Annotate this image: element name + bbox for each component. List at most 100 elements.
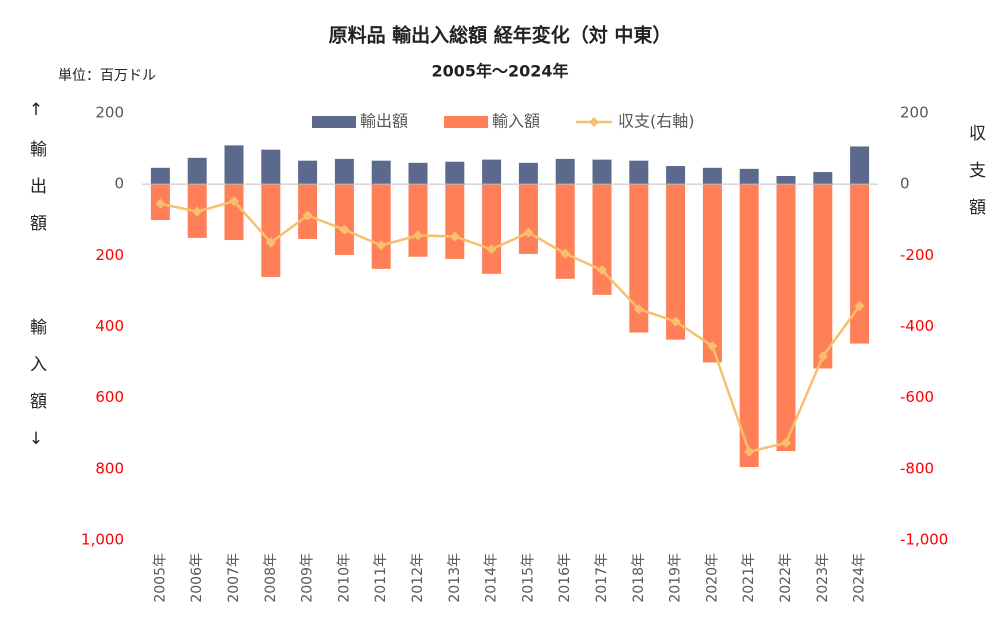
bar [518,162,538,185]
bar [739,168,759,185]
balance-marker [155,198,166,209]
legend-swatch [312,116,356,128]
bar [555,184,575,279]
balance-line [160,199,861,454]
balance-marker [560,248,571,259]
bar [224,184,244,241]
x-tick-label: 2020年 [704,553,720,603]
bar [702,184,722,363]
x-tick-label: 2010年 [336,553,352,603]
legend-label: 収支(右軸) [618,112,695,131]
chart-title: 原料品 輸出入総額 経年変化（対 中東） [329,24,672,47]
balance-marker [744,446,755,457]
bar [629,160,649,185]
y2-tick-label: 200 [900,104,929,122]
x-tick-label: 2005年 [152,553,168,603]
x-tick-label: 2018年 [631,553,647,603]
bar [298,160,318,185]
x-tick-label: 2022年 [778,553,794,603]
bar [445,161,465,185]
y2-axis-title: 収支額 [965,124,985,235]
balance-marker [707,341,718,352]
bar [482,159,502,185]
y-tick-label: 200 [95,246,124,264]
balance-marker [339,224,350,235]
bar [850,184,870,344]
chart-subtitle: 2005年～2024年 [431,62,568,81]
balance-marker [229,196,239,207]
balance-marker [523,227,534,238]
bar [187,157,207,185]
legend-label: 輸出額 [360,112,408,131]
bar [629,184,649,333]
y-tick-label: 400 [95,317,124,335]
x-tick-label: 2008年 [263,553,279,603]
legend-swatch [444,116,488,128]
bar [592,159,612,185]
bar [408,162,428,185]
x-tick-label: 2007年 [226,553,242,603]
bar [666,166,686,185]
x-tick-label: 2017年 [594,553,610,603]
balance-marker [413,230,423,241]
balance-marker [302,210,313,221]
bar [445,184,465,259]
balance-marker [854,300,865,311]
y2-tick-label: 0 [900,175,910,193]
x-tick-label: 2013年 [447,553,463,603]
balance-marker [486,244,497,255]
bar [518,184,538,254]
balance-marker [265,237,276,248]
bar [850,146,870,185]
x-tick-label: 2006年 [189,553,205,603]
x-tick-label: 2019年 [668,553,684,603]
balance-marker [449,231,460,242]
x-tick-label: 2015年 [520,553,536,603]
bar [261,149,281,185]
x-tick-label: 2009年 [300,553,316,603]
balance-marker [376,240,387,251]
balance-marker [670,316,681,327]
y-tick-label: 0 [114,175,124,193]
legend-swatch [589,117,599,127]
bar [150,167,170,185]
bar [371,184,391,269]
balance-marker [597,265,607,276]
y-axis-title: 輸入額↓ [26,318,46,469]
y-tick-label: 600 [95,388,124,406]
y2-tick-label: -800 [900,459,934,477]
legend-label: 輸入額 [492,112,540,131]
y-tick-label: 200 [95,104,124,122]
bar [482,184,502,274]
y2-tick-label: -200 [900,246,934,264]
bar [371,160,391,185]
bar [813,184,833,369]
x-tick-label: 2012年 [410,553,426,603]
x-tick-label: 2023年 [815,553,831,603]
bar [261,184,281,278]
bar [813,172,833,185]
bar [334,158,354,185]
bar [702,167,722,185]
y-axis-title: ↑輸出額 [26,100,46,251]
bar [739,184,759,468]
bar [776,175,796,185]
bar [666,184,686,340]
y-tick-label: 800 [95,459,124,477]
bar [334,184,354,255]
x-tick-label: 2016年 [557,553,573,603]
y-tick-label: 1,000 [81,531,124,549]
unit-label: 単位：百万ドル [58,68,156,84]
balance-marker [192,206,203,217]
bar [555,158,575,185]
balance-marker [781,437,791,448]
x-tick-label: 2024年 [852,553,868,603]
x-tick-label: 2011年 [373,553,389,603]
balance-marker [633,304,644,315]
bar [408,184,428,257]
y2-tick-label: -600 [900,388,934,406]
bar [776,184,796,452]
y2-tick-label: -400 [900,317,934,335]
